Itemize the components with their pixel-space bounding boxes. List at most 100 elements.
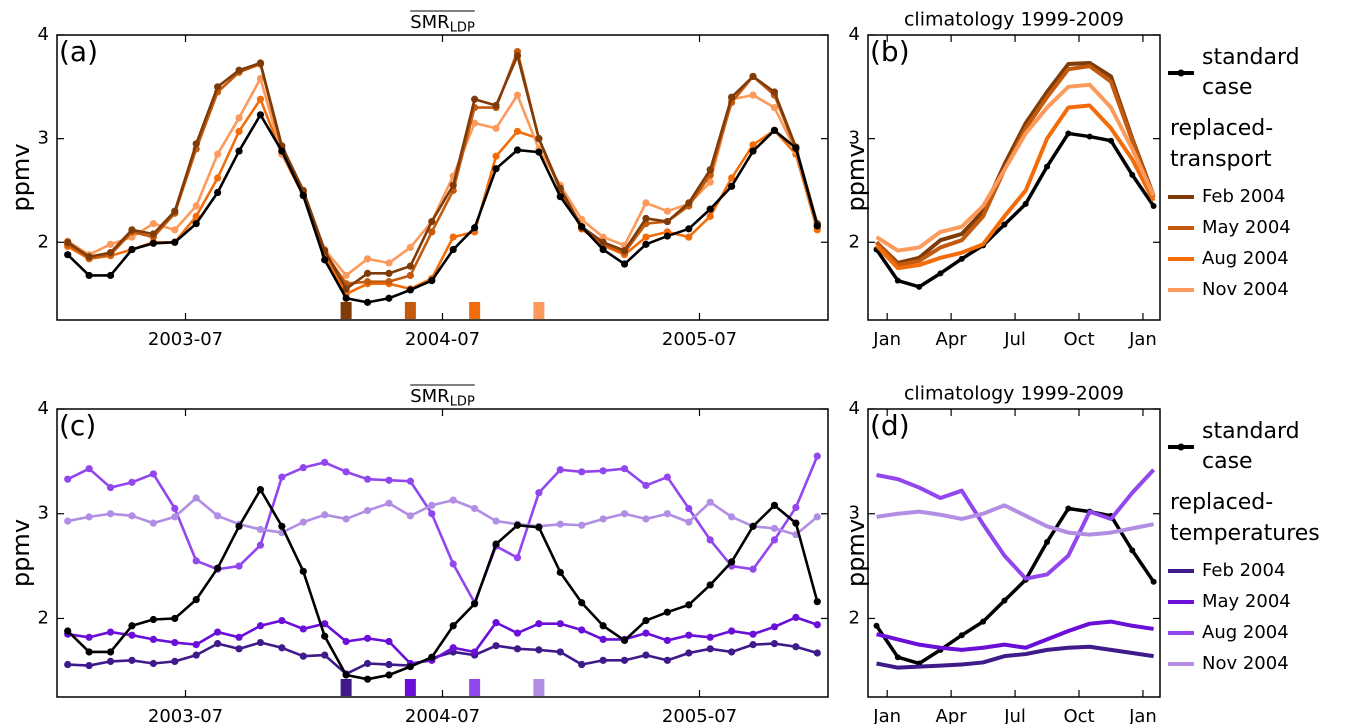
- legend-marker: [1177, 69, 1185, 77]
- legend-swatch: [1168, 69, 1194, 77]
- data-point: [685, 504, 693, 513]
- y-axis-label: ppmv: [842, 519, 870, 587]
- data-point: [171, 614, 179, 623]
- x-tick-label: Apr: [936, 329, 968, 350]
- data-point: [663, 656, 671, 664]
- legend-entry: Nov 2004: [1166, 274, 1344, 305]
- data-point: [1129, 547, 1136, 554]
- legend-label: May 2004: [1202, 591, 1291, 612]
- data-point: [385, 278, 393, 286]
- legend-entry: May 2004: [1166, 586, 1344, 617]
- data-point: [449, 622, 457, 630]
- chart-title-subscript: LDP: [450, 395, 475, 410]
- data-point: [980, 618, 987, 625]
- data-point: [428, 653, 436, 661]
- data-point: [363, 675, 372, 683]
- data-point: [770, 88, 779, 96]
- data-point: [1065, 130, 1072, 137]
- y-tick-label: 4: [849, 398, 860, 419]
- series-line: [67, 50, 819, 286]
- series-line: [67, 97, 819, 296]
- data-point: [578, 660, 586, 669]
- series-line: [66, 54, 819, 291]
- data-point: [278, 473, 286, 481]
- data-point: [937, 270, 944, 277]
- data-point: [471, 600, 479, 608]
- data-point: [278, 522, 286, 530]
- data-point: [299, 652, 307, 660]
- data-point: [106, 657, 115, 665]
- legend-label: standard case: [1202, 419, 1300, 474]
- data-point: [214, 188, 222, 197]
- data-point: [770, 524, 779, 532]
- series-line: [66, 488, 819, 681]
- data-point: [1150, 203, 1157, 209]
- y-axis-label: ppmv: [842, 143, 870, 211]
- x-tick-label: 2003-07: [148, 706, 223, 724]
- data-point: [192, 494, 200, 502]
- data-point: [578, 521, 586, 529]
- data-point: [513, 521, 522, 529]
- legend-swatch: [1168, 194, 1194, 199]
- x-tick-label: Oct: [1063, 329, 1094, 350]
- series-line: [67, 455, 819, 605]
- data-point: [620, 465, 629, 473]
- data-point: [813, 513, 821, 521]
- data-point: [192, 212, 200, 220]
- x-tick-label: 2005-07: [662, 706, 737, 724]
- data-point: [535, 646, 543, 654]
- legend-label: Aug 2004: [1202, 248, 1289, 269]
- series-line: [875, 131, 1156, 289]
- x-tick-label: Jul: [1003, 706, 1026, 724]
- data-point: [578, 468, 586, 476]
- data-point: [599, 622, 607, 630]
- legend-label: May 2004: [1202, 217, 1291, 238]
- legend-entry: standard case: [1166, 417, 1344, 477]
- legend-swatch: [1168, 568, 1194, 573]
- y-tick-label: 4: [849, 24, 860, 45]
- data-point: [770, 639, 779, 648]
- y-tick-label: 4: [38, 398, 49, 419]
- data-point: [1001, 597, 1008, 604]
- y-axis-label: ppmv: [7, 519, 35, 587]
- data-point: [192, 641, 200, 649]
- data-point: [235, 127, 243, 135]
- data-point: [85, 648, 93, 656]
- data-point: [642, 240, 650, 248]
- data-point: [128, 226, 136, 234]
- data-point: [64, 517, 72, 525]
- data-point: [85, 633, 93, 641]
- data-point: [706, 212, 714, 220]
- data-point: [363, 475, 372, 483]
- data-point: [792, 503, 800, 512]
- data-point: [599, 515, 607, 523]
- data-point: [492, 642, 500, 650]
- data-point: [471, 119, 479, 127]
- data-point: [728, 627, 736, 635]
- panel-label: (a): [59, 35, 98, 68]
- data-point: [492, 101, 500, 110]
- legend-label: Feb 2004: [1202, 186, 1286, 207]
- data-point: [64, 475, 72, 483]
- data-point: [363, 278, 372, 286]
- data-point: [513, 91, 522, 99]
- legend-swatch: [1168, 443, 1194, 451]
- data-point: [1044, 163, 1051, 170]
- data-point: [792, 144, 800, 152]
- data-point: [685, 518, 693, 526]
- data-point: [171, 504, 179, 513]
- replaced-month-marker: [404, 679, 416, 696]
- y-tick-label: 3: [849, 503, 860, 524]
- replaced-month-marker: [340, 679, 352, 696]
- legend-entry: Nov 2004: [1166, 648, 1344, 679]
- plot-frame: [867, 34, 1161, 321]
- data-point: [171, 207, 179, 215]
- data-point: [663, 232, 671, 240]
- data-point: [106, 648, 115, 656]
- data-point: [106, 510, 115, 518]
- data-point: [449, 560, 457, 568]
- replaced-month-marker: [404, 302, 416, 319]
- x-tick-label: Jan: [872, 706, 901, 724]
